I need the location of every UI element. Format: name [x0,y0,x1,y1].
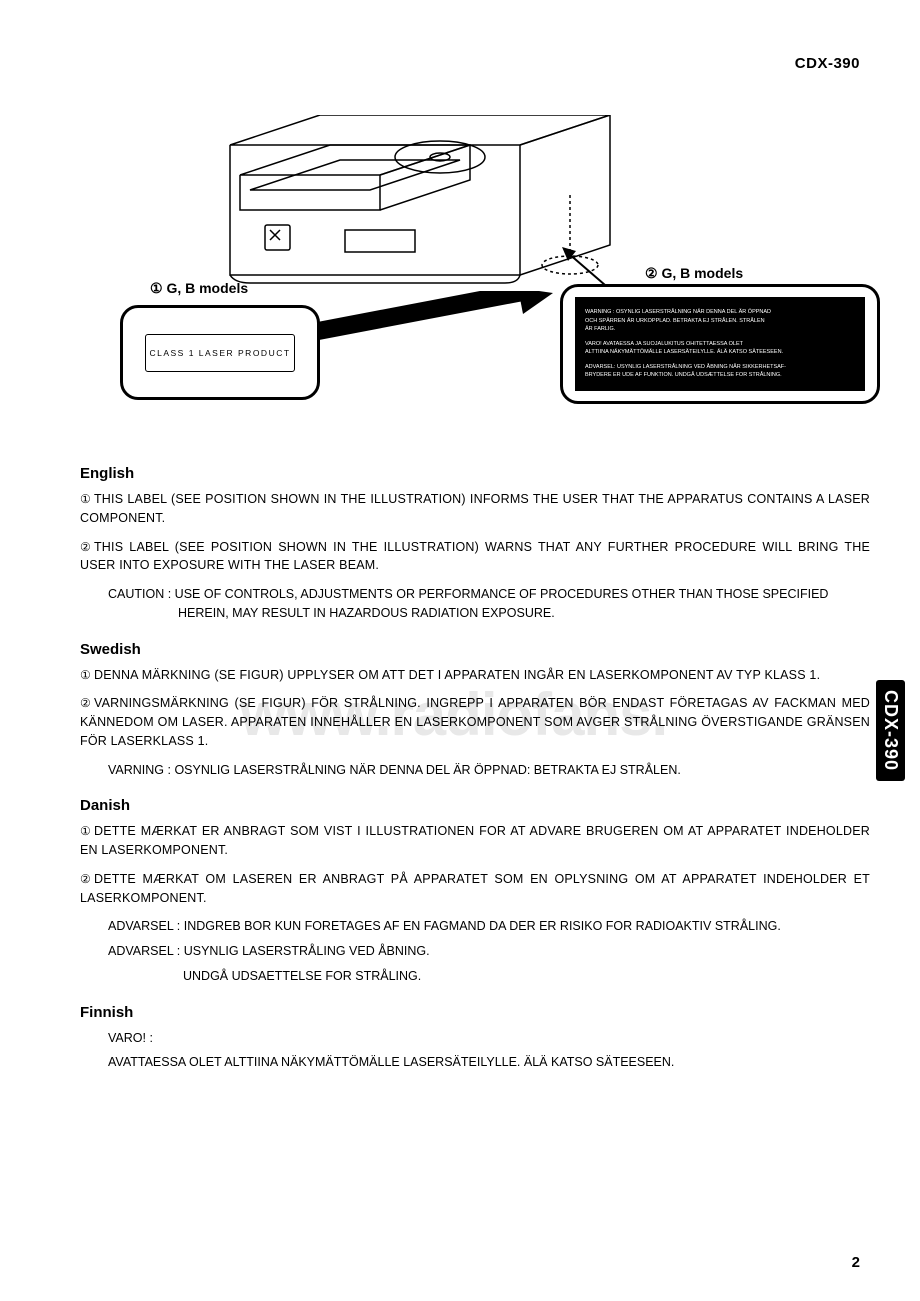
arrow-left-icon [318,291,578,351]
danish-item-1: ①DETTE MÆRKAT ER ANBRAGT SOM VIST I ILLU… [80,822,870,860]
swedish-varning: VARNING : OSYNLIG LASERSTRÅLNING NÄR DEN… [108,761,870,780]
finnish-varo-label: VARO! : [108,1029,870,1048]
circled-1-icon: ① [80,822,91,840]
swedish-item-1-text: DENNA MÄRKNING (SE FIGUR) UPPLYSER OM AT… [94,668,820,682]
class1-label-box: CLASS 1 LASER PRODUCT [120,305,320,400]
header-model: CDX-390 [795,55,860,72]
warning-label-inner: WARNING : OSYNLIG LASERSTRÅLNING NÄR DEN… [575,297,865,391]
circled-2-icon: ② [80,538,91,556]
callout-label-2: ② G, B models [645,265,743,282]
english-title: English [80,465,870,482]
side-tab: CDX-390 [876,680,905,781]
danish-item-2-text: DETTE MÆRKAT OM LASEREN ER ANBRAGT PÅ AP… [80,872,870,905]
page-number: 2 [852,1254,860,1271]
danish-advarsel-2b: UNDGÅ UDSAETTELSE FOR STRÅLING. [183,967,870,986]
danish-advarsel-1: ADVARSEL : INDGREB BOR KUN FORETAGES AF … [108,917,870,936]
swedish-item-1: ①DENNA MÄRKNING (SE FIGUR) UPPLYSER OM A… [80,666,870,685]
warning-label-box: WARNING : OSYNLIG LASERSTRÅLNING NÄR DEN… [560,284,880,404]
english-item-2-text: THIS LABEL (SEE POSITION SHOWN IN THE IL… [80,540,870,573]
swedish-item-2: ②VARNINGSMÄRKNING (SE FIGUR) FÖR STRÅLNI… [80,694,870,750]
callout-label-1: ① G, B models [150,280,248,297]
danish-advarsel-2a: ADVARSEL : USYNLIG LASERSTRÅLING VED ÅBN… [108,942,870,961]
danish-title: Danish [80,797,870,814]
page-content: CDX-390 www.radiofans. [0,0,920,1301]
english-item-1-text: THIS LABEL (SEE POSITION SHOWN IN THE IL… [80,492,870,525]
class1-label-text: CLASS 1 LASER PRODUCT [145,334,295,372]
text-sections: English ①THIS LABEL (SEE POSITION SHOWN … [80,465,870,1072]
finnish-title: Finnish [80,1004,870,1021]
swedish-title: Swedish [80,641,870,658]
english-item-1: ①THIS LABEL (SEE POSITION SHOWN IN THE I… [80,490,870,528]
english-caution: CAUTION : USE OF CONTROLS, ADJUSTMENTS O… [108,585,870,623]
circled-1-icon: ① [80,666,91,684]
circled-1-icon: ① [80,490,91,508]
circled-2-icon: ② [80,870,91,888]
circled-2-icon: ② [80,694,91,712]
english-item-2: ②THIS LABEL (SEE POSITION SHOWN IN THE I… [80,538,870,576]
swedish-item-2-text: VARNINGSMÄRKNING (SE FIGUR) FÖR STRÅLNIN… [80,696,870,748]
diagram-area: ① G, B models ② G, B models CLASS 1 LASE… [80,115,870,445]
warn-line-2: VARO! AVATAESSA JA SUOJALUKITUS OHITETTA… [585,340,855,357]
warn-line-3: ADVARSEL: USYNLIG LASERSTRÅLNING VED ÅBN… [585,363,855,380]
danish-item-2: ②DETTE MÆRKAT OM LASEREN ER ANBRAGT PÅ A… [80,870,870,908]
finnish-varo-text: AVATTAESSA OLET ALTTIINA NÄKYMÄTTÖMÄLLE … [108,1053,870,1072]
danish-item-1-text: DETTE MÆRKAT ER ANBRAGT SOM VIST I ILLUS… [80,824,870,857]
warn-line-1: WARNING : OSYNLIG LASERSTRÅLNING NÄR DEN… [585,308,855,333]
